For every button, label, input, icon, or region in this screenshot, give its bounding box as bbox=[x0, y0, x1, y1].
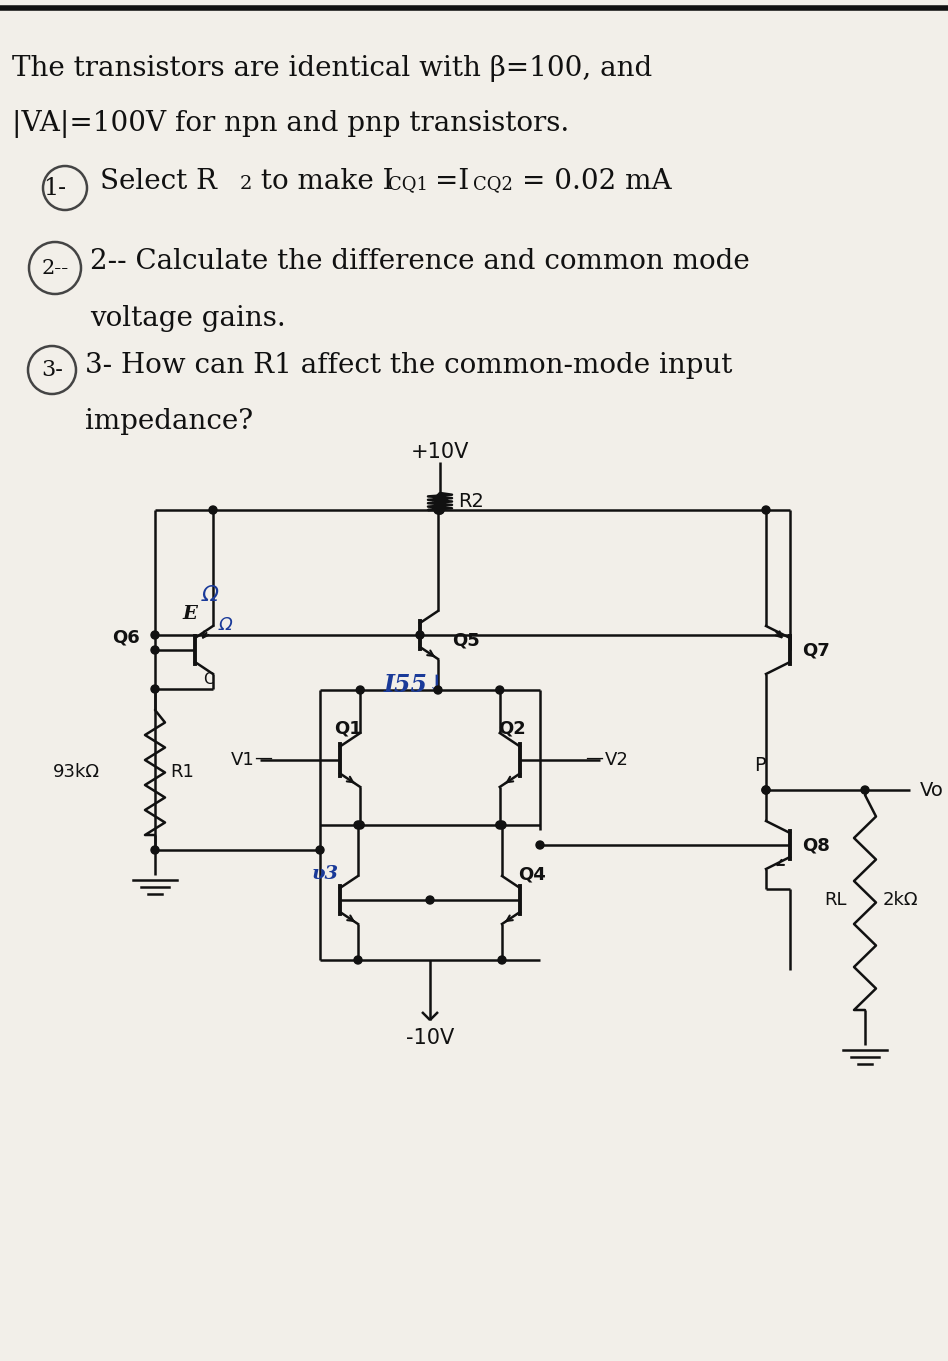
Text: 2kΩ: 2kΩ bbox=[883, 891, 919, 909]
Circle shape bbox=[209, 506, 217, 514]
Text: V1: V1 bbox=[231, 751, 255, 769]
Text: R2: R2 bbox=[458, 491, 483, 510]
Text: 3- How can R1 affect the common-mode input: 3- How can R1 affect the common-mode inp… bbox=[85, 352, 733, 378]
Text: to make I: to make I bbox=[252, 167, 393, 195]
Circle shape bbox=[151, 685, 159, 693]
Circle shape bbox=[356, 821, 364, 829]
Text: P: P bbox=[755, 755, 766, 774]
Text: C: C bbox=[203, 672, 213, 687]
Text: Vo: Vo bbox=[920, 780, 944, 799]
Circle shape bbox=[356, 686, 364, 694]
Text: υ3: υ3 bbox=[312, 866, 338, 883]
Text: voltage gains.: voltage gains. bbox=[90, 305, 285, 332]
Circle shape bbox=[762, 787, 770, 793]
Text: —: — bbox=[585, 749, 603, 768]
Circle shape bbox=[436, 506, 444, 514]
Circle shape bbox=[426, 896, 434, 904]
Text: CQ2: CQ2 bbox=[473, 176, 513, 193]
Text: 2--: 2-- bbox=[42, 259, 68, 278]
Circle shape bbox=[434, 686, 442, 694]
Circle shape bbox=[151, 646, 159, 655]
Circle shape bbox=[498, 955, 506, 964]
Text: Q8: Q8 bbox=[802, 836, 830, 853]
Circle shape bbox=[354, 955, 362, 964]
Text: Q7: Q7 bbox=[802, 641, 830, 659]
Text: Q6: Q6 bbox=[112, 627, 140, 646]
Circle shape bbox=[354, 821, 362, 829]
Text: -10V: -10V bbox=[406, 1028, 454, 1048]
Text: —: — bbox=[254, 749, 272, 768]
Circle shape bbox=[151, 847, 159, 853]
Text: 1-: 1- bbox=[44, 177, 66, 200]
Circle shape bbox=[436, 506, 444, 514]
Text: CQ1: CQ1 bbox=[388, 176, 428, 193]
Circle shape bbox=[416, 632, 424, 640]
Text: Ω: Ω bbox=[202, 585, 218, 606]
Text: 3-: 3- bbox=[41, 359, 63, 381]
Text: Q4: Q4 bbox=[519, 866, 546, 883]
Text: Ω: Ω bbox=[218, 617, 232, 634]
Text: Q1: Q1 bbox=[334, 720, 362, 738]
Circle shape bbox=[762, 506, 770, 514]
Text: |VA|=100V for npn and pnp transistors.: |VA|=100V for npn and pnp transistors. bbox=[12, 110, 569, 137]
Circle shape bbox=[536, 841, 544, 849]
Text: V2: V2 bbox=[605, 751, 629, 769]
Text: 2-- Calculate the difference and common mode: 2-- Calculate the difference and common … bbox=[90, 248, 750, 275]
Circle shape bbox=[496, 821, 503, 829]
Circle shape bbox=[762, 787, 770, 793]
Text: I55↓: I55↓ bbox=[383, 672, 447, 697]
Text: 2: 2 bbox=[240, 176, 252, 193]
Circle shape bbox=[861, 787, 869, 793]
Circle shape bbox=[498, 821, 506, 829]
Text: E: E bbox=[183, 604, 197, 623]
Text: RL: RL bbox=[825, 891, 847, 909]
Circle shape bbox=[434, 506, 442, 514]
Text: 93kΩ: 93kΩ bbox=[53, 764, 100, 781]
Text: impedance?: impedance? bbox=[85, 408, 253, 436]
Circle shape bbox=[151, 632, 159, 640]
Text: R1: R1 bbox=[170, 764, 194, 781]
Circle shape bbox=[496, 686, 503, 694]
Text: =I: =I bbox=[435, 167, 469, 195]
Text: Q2: Q2 bbox=[498, 720, 526, 738]
Text: The transistors are identical with β=100, and: The transistors are identical with β=100… bbox=[12, 54, 652, 82]
Text: +10V: +10V bbox=[410, 442, 469, 461]
Text: Select R: Select R bbox=[100, 167, 217, 195]
Text: = 0.02 mA: = 0.02 mA bbox=[522, 167, 671, 195]
Circle shape bbox=[316, 847, 324, 853]
Text: Q5: Q5 bbox=[452, 632, 480, 649]
